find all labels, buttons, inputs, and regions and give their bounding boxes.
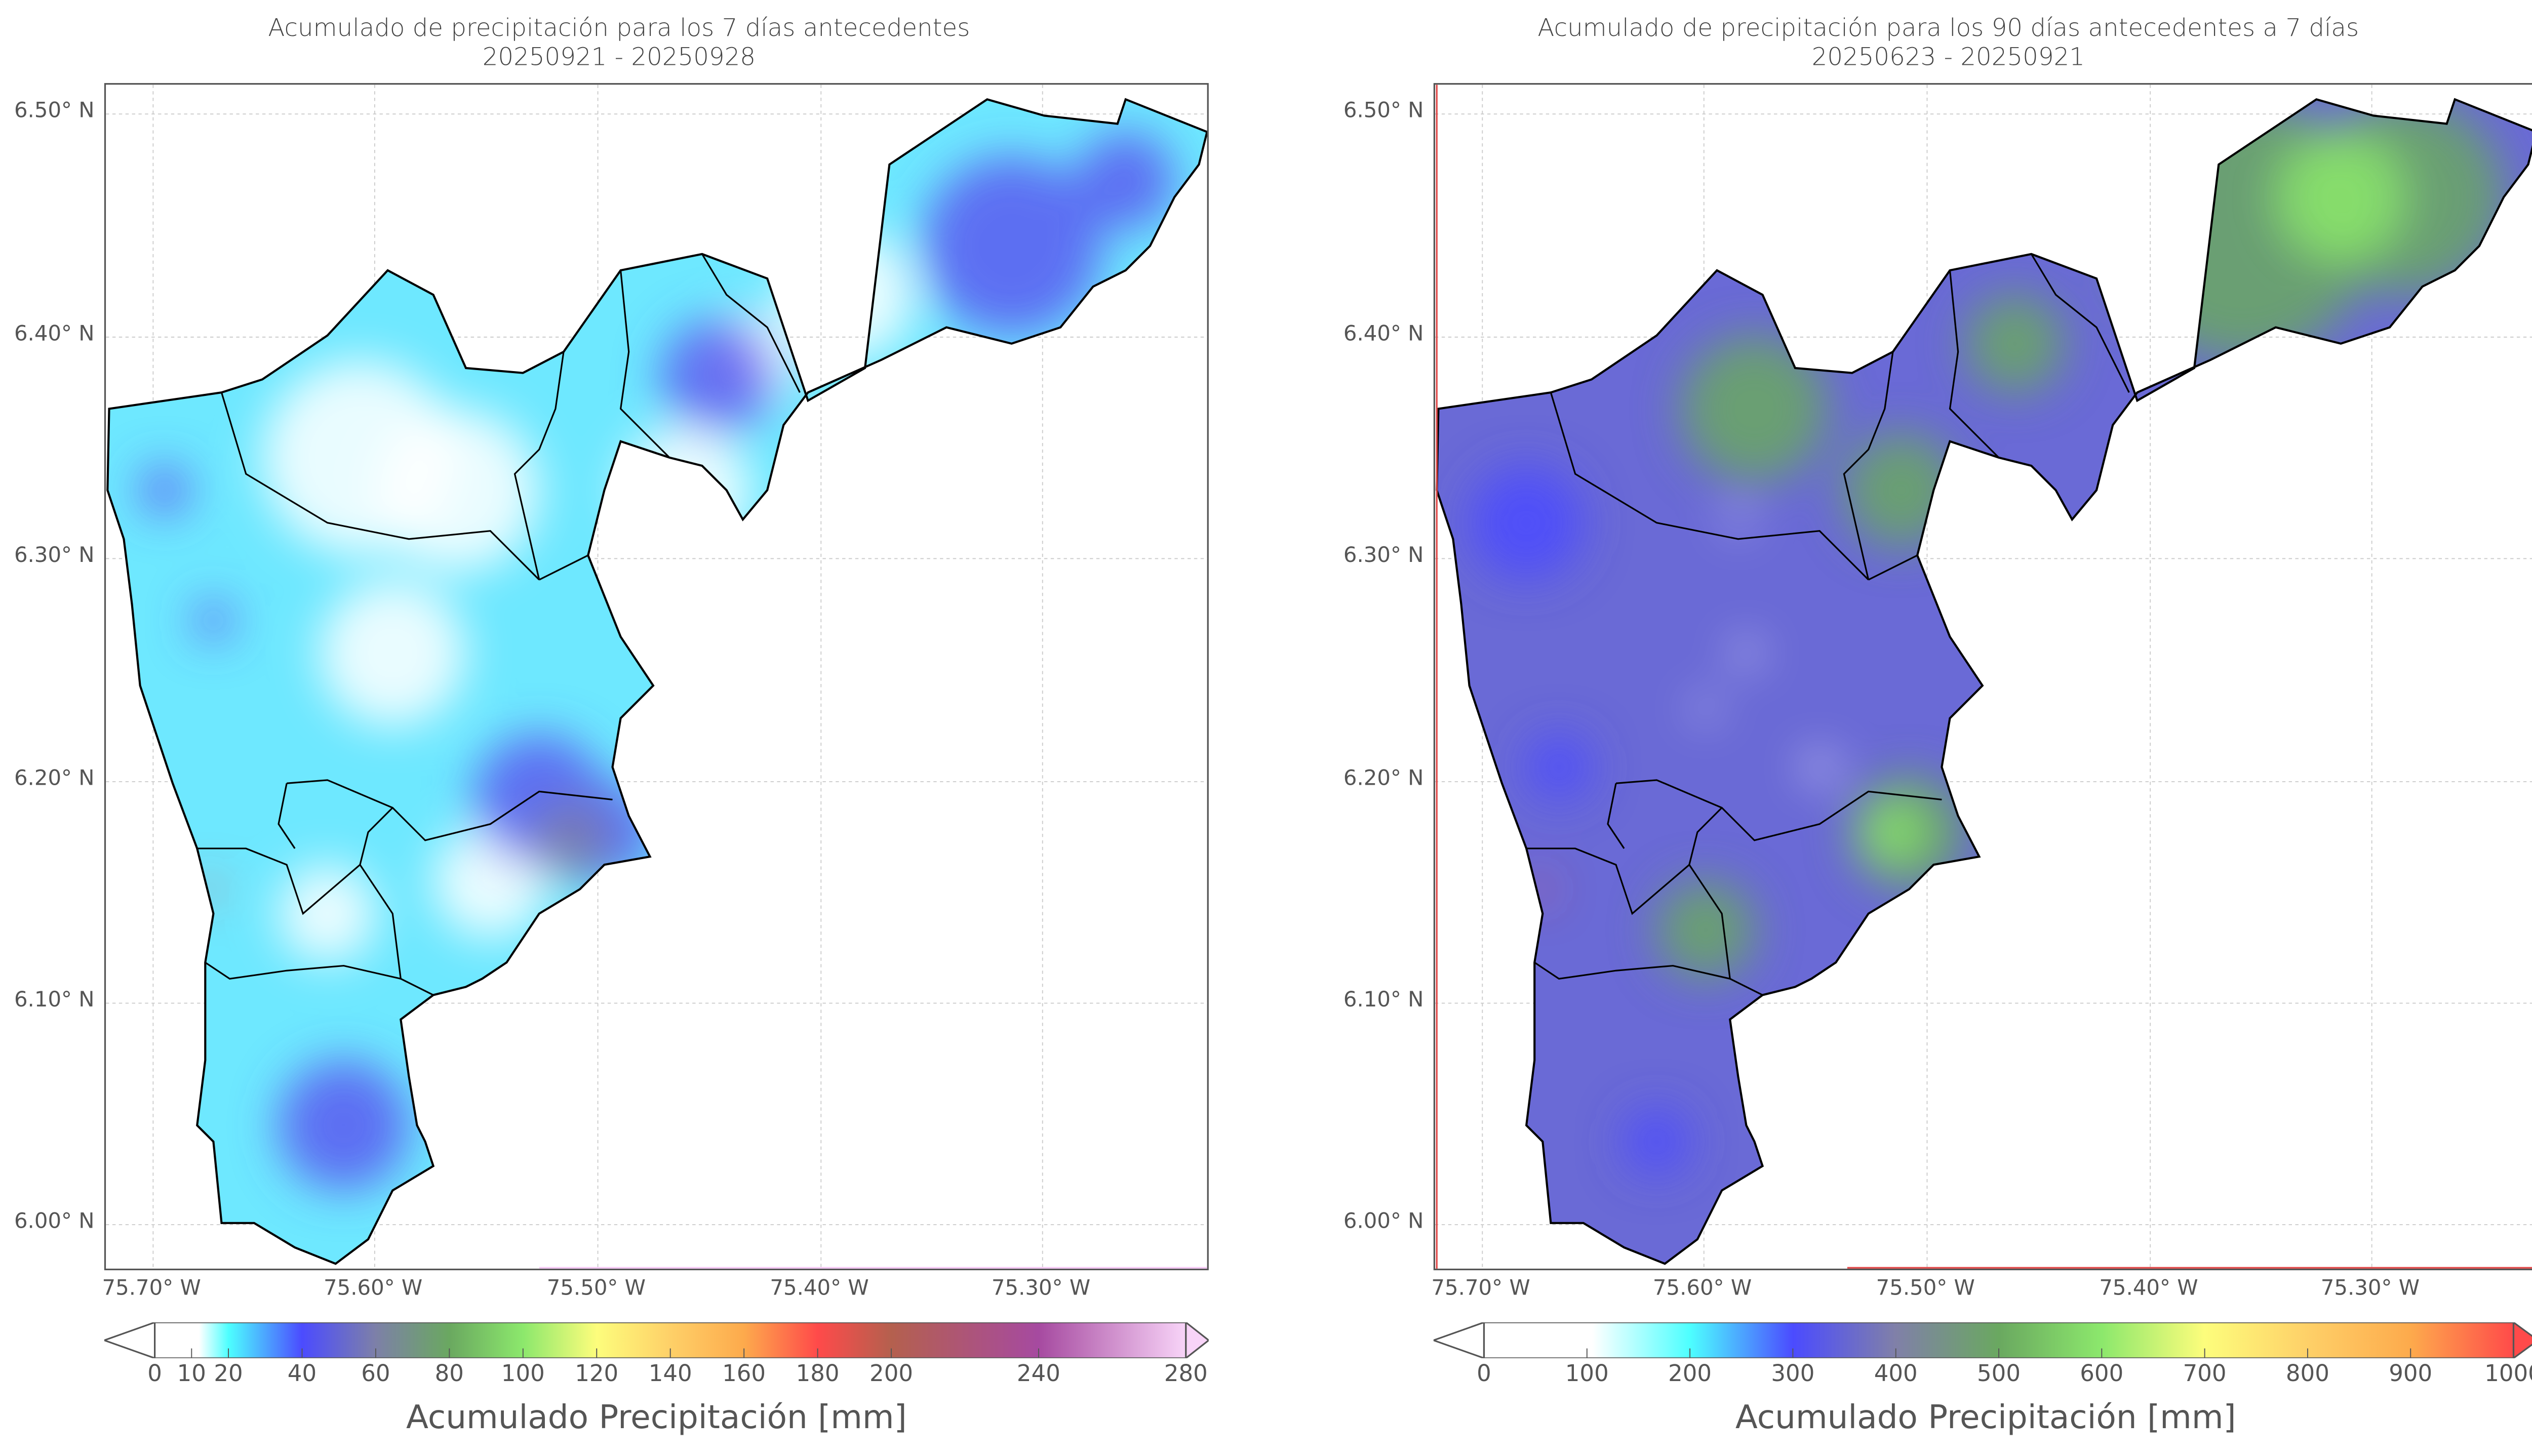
colorbar-over-arrow bbox=[1185, 1320, 1210, 1360]
subbasin-boundary bbox=[513, 351, 565, 580]
subbasin-boundary bbox=[359, 807, 393, 865]
colorbar-tick-label: 100 bbox=[501, 1361, 545, 1388]
colorbar bbox=[102, 1320, 1210, 1360]
colorbar-tick-label: 60 bbox=[361, 1361, 390, 1388]
colorbar-tick-label: 500 bbox=[1977, 1361, 2021, 1388]
colorbar-under-arrow bbox=[1431, 1321, 1485, 1360]
lon-tick-label: 75.60° W bbox=[1652, 1276, 1752, 1302]
panel-7-day: Acumulado de precipitación para los 7 dí… bbox=[0, 0, 1238, 1456]
colorbar-tick-label: 900 bbox=[2389, 1361, 2433, 1388]
subbasin-boundary bbox=[619, 270, 670, 459]
lat-tick-label: 6.50° N bbox=[1343, 99, 1424, 124]
subbasin-boundary bbox=[2030, 253, 2130, 393]
map-axes bbox=[1433, 83, 2532, 1271]
title-line-1: Acumulado de precipitación para los 7 dí… bbox=[268, 13, 970, 43]
precipitation-field bbox=[1437, 99, 2532, 1264]
colorbar-tick-label: 160 bbox=[722, 1361, 766, 1388]
subbasin-boundary bbox=[205, 961, 434, 996]
colorbar-tick-label: 0 bbox=[147, 1361, 162, 1388]
title-date-range: 20250921 - 20250928 bbox=[482, 42, 756, 72]
subbasin-boundary bbox=[1550, 392, 1869, 581]
lon-tick-label: 75.60° W bbox=[324, 1276, 423, 1302]
colorbar-tick-label: 100 bbox=[1565, 1361, 1609, 1388]
colorbar-tick-label: 200 bbox=[1668, 1361, 1712, 1388]
lon-tick-label: 75.40° W bbox=[2099, 1276, 2198, 1302]
colorbar-tick-label: 800 bbox=[2285, 1361, 2329, 1388]
subbasin-boundary bbox=[278, 783, 296, 849]
subbasin-boundary bbox=[220, 392, 540, 581]
subbasin-boundary bbox=[1949, 270, 2000, 459]
colorbar-tick-label: 400 bbox=[1874, 1361, 1918, 1388]
lon-tick-label: 75.30° W bbox=[991, 1276, 1091, 1302]
colorbar bbox=[1431, 1320, 2532, 1360]
subbasin-boundary bbox=[1843, 351, 1894, 580]
panel-90-day: Acumulado de precipitación para los 90 d… bbox=[1329, 0, 2532, 1456]
panel-title: Acumulado de precipitación para los 7 dí… bbox=[0, 13, 1238, 72]
subbasin-boundary bbox=[287, 779, 613, 841]
lon-tick-label: 75.40° W bbox=[770, 1276, 869, 1302]
precipitation-map bbox=[106, 85, 1207, 1269]
title-date-range: 20250623 - 20250921 bbox=[1811, 42, 2085, 72]
colorbar-tick-label: 200 bbox=[869, 1361, 914, 1388]
lat-tick-label: 6.30° N bbox=[1343, 544, 1424, 569]
colorbar-tick-label: 80 bbox=[434, 1361, 464, 1388]
colorbar-tick-label: 240 bbox=[1016, 1361, 1060, 1388]
map-axes bbox=[104, 83, 1209, 1271]
subbasin-boundary bbox=[197, 847, 402, 979]
colorbar-label: Acumulado Precipitación [mm] bbox=[1735, 1397, 2236, 1437]
colorbar-tick-label: 20 bbox=[214, 1361, 243, 1388]
lon-tick-label: 75.30° W bbox=[2320, 1276, 2420, 1302]
colorbar-tick-label: 300 bbox=[1771, 1361, 1815, 1388]
lat-tick-label: 6.40° N bbox=[1343, 322, 1424, 347]
basin-outline bbox=[1436, 98, 2532, 1265]
colorbar-under-arrow bbox=[102, 1321, 156, 1360]
lat-tick-label: 6.10° N bbox=[14, 988, 95, 1013]
lat-tick-label: 6.40° N bbox=[14, 322, 95, 347]
lat-tick-label: 6.00° N bbox=[1343, 1210, 1424, 1235]
lon-tick-label: 75.70° W bbox=[102, 1276, 201, 1302]
colorbar-label: Acumulado Precipitación [mm] bbox=[406, 1397, 907, 1437]
subbasin-boundary bbox=[1607, 783, 1625, 849]
subbasin-boundary bbox=[1868, 554, 1918, 581]
colorbar-tick-label: 280 bbox=[1164, 1361, 1208, 1388]
colorbar-tick-label: 10 bbox=[177, 1361, 206, 1388]
colorbar-tick-label: 120 bbox=[575, 1361, 619, 1388]
colorbar-over-arrow bbox=[2512, 1320, 2532, 1360]
colorbar-tick-label: 140 bbox=[648, 1361, 692, 1388]
lat-tick-label: 6.20° N bbox=[1343, 767, 1424, 792]
colorbar-tick-label: 1000 bbox=[2484, 1361, 2532, 1388]
subbasin-boundary bbox=[1534, 961, 1763, 996]
precipitation-map bbox=[1435, 85, 2532, 1269]
colorbar-tick-label: 180 bbox=[796, 1361, 840, 1388]
lat-tick-label: 6.00° N bbox=[14, 1210, 95, 1235]
subbasin-boundary bbox=[1688, 807, 1723, 865]
basin-outline bbox=[106, 98, 1207, 1265]
colorbar-tick-label: 600 bbox=[2080, 1361, 2124, 1388]
subbasin-boundary bbox=[1526, 847, 1731, 979]
lon-tick-label: 75.50° W bbox=[546, 1276, 646, 1302]
subbasin-boundary bbox=[1615, 779, 1942, 841]
lat-tick-label: 6.20° N bbox=[14, 767, 95, 792]
panel-title: Acumulado de precipitación para los 90 d… bbox=[1329, 13, 2532, 72]
lat-tick-label: 6.10° N bbox=[1343, 988, 1424, 1013]
lon-tick-label: 75.70° W bbox=[1431, 1276, 1530, 1302]
colorbar-tick-label: 0 bbox=[1477, 1361, 1491, 1388]
colorbar-tick-label: 40 bbox=[287, 1361, 317, 1388]
subbasin-boundary bbox=[539, 554, 588, 581]
subbasin-boundary bbox=[701, 253, 801, 393]
lat-tick-label: 6.50° N bbox=[14, 99, 95, 124]
colorbar-tick-label: 700 bbox=[2183, 1361, 2227, 1388]
lon-tick-label: 75.50° W bbox=[1876, 1276, 1975, 1302]
title-line-1: Acumulado de precipitación para los 90 d… bbox=[1537, 13, 2359, 43]
lat-tick-label: 6.30° N bbox=[14, 544, 95, 569]
